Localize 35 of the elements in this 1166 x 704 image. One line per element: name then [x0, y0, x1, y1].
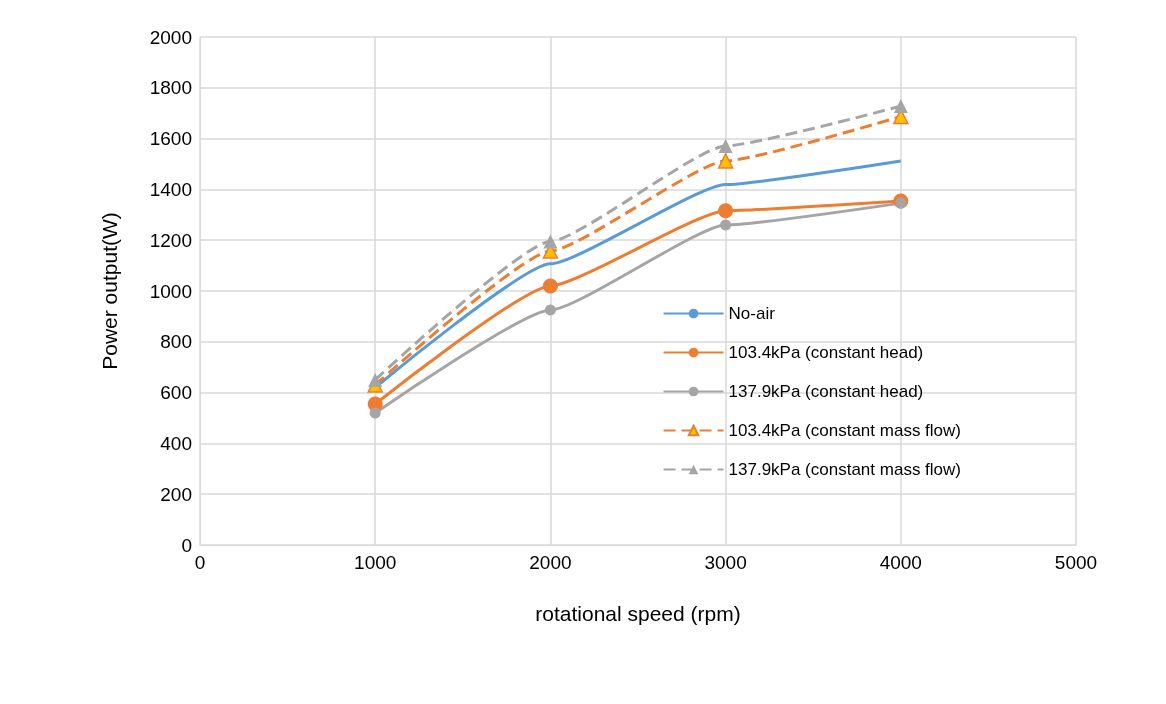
- point: [369, 407, 381, 419]
- point: [368, 372, 383, 387]
- legend-label: 103.4kPa (constant mass flow): [728, 421, 962, 440]
- y-tick-label: 600: [160, 382, 192, 404]
- y-tick-label: 200: [160, 483, 192, 505]
- legend-label: 137.9kPa (constant mass flow): [728, 460, 962, 479]
- y-tick-label: 800: [160, 331, 192, 353]
- point: [543, 234, 558, 249]
- point: [717, 153, 734, 169]
- y-tick-label: 1200: [149, 229, 192, 251]
- legend-label: No-air: [728, 304, 776, 323]
- point: [718, 138, 733, 153]
- y-axis-title: Power output(W): [98, 212, 121, 370]
- legend-label: 137.9kPa (constant head): [728, 382, 924, 401]
- x-tick-label: 1000: [354, 552, 397, 573]
- x-tick-label: 0: [194, 552, 206, 573]
- x-tick-label: 5000: [1054, 552, 1098, 573]
- point: [895, 197, 907, 209]
- x-tick-label: 4000: [879, 552, 922, 573]
- point: [544, 304, 556, 316]
- y-tick-label: 400: [160, 432, 192, 454]
- y-tick-label: 1800: [149, 77, 192, 99]
- x-axis-title: rotational speed (rpm): [535, 602, 741, 625]
- point: [542, 278, 558, 294]
- point: [718, 203, 734, 219]
- x-tick-label: 3000: [704, 552, 747, 573]
- y-tick-label: 0: [181, 534, 192, 556]
- x-tick-label: 2000: [529, 552, 572, 573]
- y-tick-label: 1600: [149, 128, 192, 150]
- y-tick-label: 1000: [149, 280, 192, 302]
- point: [893, 99, 908, 114]
- y-tick-label: 2000: [149, 26, 192, 48]
- legend-label: 103.4kPa (constant head): [728, 343, 924, 362]
- y-tick-label: 1400: [149, 178, 192, 200]
- point: [720, 219, 732, 231]
